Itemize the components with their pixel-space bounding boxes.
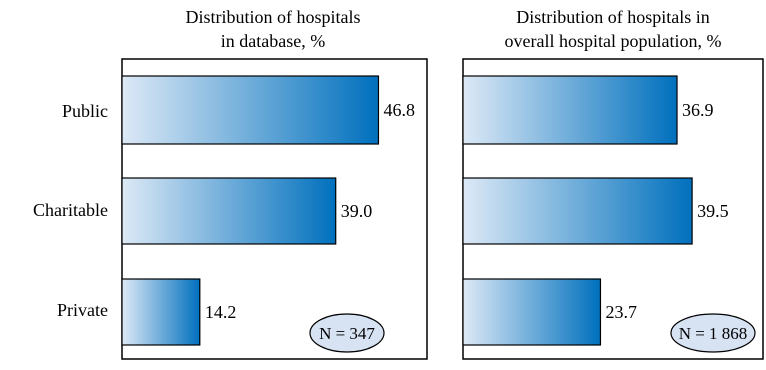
category-label-private: Private: [57, 300, 108, 320]
chart2-bar-charitable: [462, 177, 693, 245]
chart1-bar-public: [121, 75, 380, 145]
chart1-value-label-charitable: 39.0: [341, 201, 373, 221]
chart1-value-label-public: 46.8: [383, 100, 415, 120]
chart1-bar-charitable: [121, 177, 337, 245]
chart2-title-line1: Distribution of hospitals in: [516, 7, 710, 27]
chart1-value-label-private: 14.2: [205, 302, 237, 322]
chart2-bar-private: [462, 278, 602, 346]
chart1-n-annotation: N = 347: [319, 324, 375, 343]
chart2-title-line2: overall hospital population, %: [505, 31, 722, 51]
chart2-n-annotation: N = 1 868: [679, 324, 748, 343]
chart1-title-line2: in database, %: [221, 31, 325, 51]
chart1-bar-private: [121, 278, 201, 346]
chart2-value-label-charitable: 39.5: [697, 201, 729, 221]
chart1-n-oval: [309, 313, 385, 353]
chart2-value-label-private: 23.7: [605, 302, 637, 322]
category-label-charitable: Charitable: [33, 200, 108, 220]
chart2-bar-public: [462, 75, 678, 145]
chart1-title-line1: Distribution of hospitals: [186, 7, 361, 27]
chart2-n-oval: [670, 313, 756, 353]
category-label-public: Public: [62, 101, 108, 121]
chart2-value-label-public: 36.9: [682, 100, 714, 120]
